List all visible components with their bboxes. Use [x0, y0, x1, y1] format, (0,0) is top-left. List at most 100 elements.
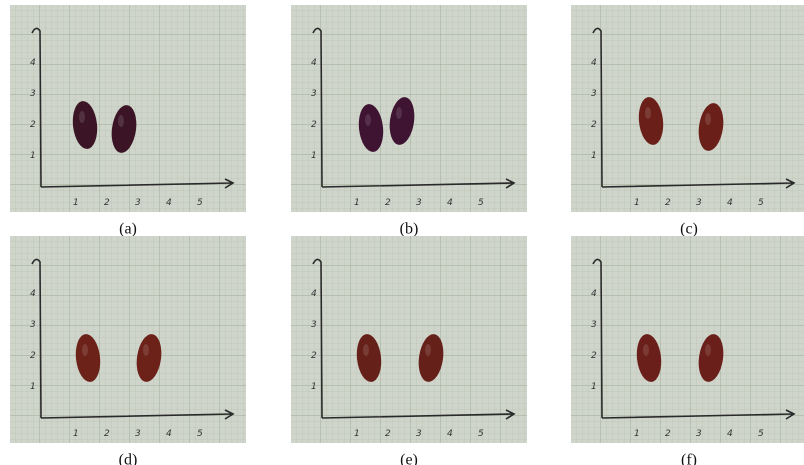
- graph-paper: [10, 236, 246, 443]
- y-axis-mark: 3: [30, 89, 36, 99]
- bean-highlight: [425, 344, 431, 356]
- y-axis: [31, 258, 42, 419]
- bean: [698, 334, 724, 382]
- bean-highlight: [79, 111, 85, 123]
- bean-highlight: [645, 107, 651, 119]
- graph-paper: [571, 236, 804, 443]
- y-axis-mark: 4: [30, 58, 36, 68]
- x-axis-mark: 2: [665, 198, 671, 208]
- x-axis-mark: 1: [634, 198, 640, 208]
- bean-highlight: [82, 344, 88, 356]
- x-axis: [40, 178, 235, 189]
- y-axis: [592, 258, 603, 419]
- x-axis-mark: 2: [104, 429, 110, 439]
- panel: 1 2 3 4 1 2 3 4 5: [571, 236, 804, 443]
- x-axis-mark: 1: [73, 198, 79, 208]
- x-axis-mark: 4: [727, 198, 733, 208]
- x-axis-mark: 3: [135, 429, 141, 439]
- x-axis: [601, 409, 796, 420]
- x-axis: [321, 178, 516, 189]
- x-axis-mark: 1: [634, 429, 640, 439]
- bean: [636, 334, 662, 382]
- bean: [356, 334, 382, 382]
- bean: [418, 334, 444, 382]
- bean: [698, 103, 724, 151]
- x-axis-mark: 1: [354, 198, 360, 208]
- x-axis-mark: 5: [478, 429, 484, 439]
- y-axis-mark: 1: [591, 382, 597, 392]
- panel: 1 2 3 4 1 2 3 4 5: [10, 236, 246, 443]
- y-axis-mark: 2: [311, 351, 317, 361]
- x-axis-mark: 1: [354, 429, 360, 439]
- y-axis: [31, 27, 42, 188]
- y-axis-mark: 3: [311, 320, 317, 330]
- x-axis-mark: 4: [447, 198, 453, 208]
- y-axis: [312, 258, 323, 419]
- bean-highlight: [705, 113, 711, 125]
- bean-highlight: [396, 107, 402, 119]
- x-axis-mark: 4: [447, 429, 453, 439]
- y-axis-mark: 3: [30, 320, 36, 330]
- x-axis-mark: 2: [104, 198, 110, 208]
- bean-highlight: [143, 344, 149, 356]
- x-axis-mark: 3: [416, 429, 422, 439]
- x-axis-mark: 3: [696, 429, 702, 439]
- bean: [75, 334, 101, 382]
- bean-highlight: [118, 115, 124, 127]
- bean: [358, 104, 384, 152]
- panel-caption: (c): [680, 221, 698, 238]
- panel: 1 2 3 4 1 2 3 4 5: [571, 5, 804, 212]
- y-axis-mark: 1: [311, 382, 317, 392]
- panel: 1 2 3 4 1 2 3 4 5: [291, 236, 527, 443]
- y-axis-mark: 2: [30, 120, 36, 130]
- y-axis: [592, 27, 603, 188]
- x-axis-mark: 5: [758, 198, 764, 208]
- x-axis-mark: 2: [385, 198, 391, 208]
- bean: [111, 105, 137, 153]
- x-axis-mark: 2: [665, 429, 671, 439]
- x-axis-mark: 5: [478, 198, 484, 208]
- panel: 1 2 3 4 1 2 3 4 5: [291, 5, 527, 212]
- x-axis-mark: 5: [758, 429, 764, 439]
- y-axis-mark: 2: [591, 351, 597, 361]
- graph-paper: [571, 5, 804, 212]
- bean-highlight: [365, 114, 371, 126]
- x-axis-mark: 5: [197, 429, 203, 439]
- panel-caption: (d): [119, 452, 138, 465]
- y-axis-mark: 2: [30, 351, 36, 361]
- y-axis-mark: 4: [591, 289, 597, 299]
- y-axis-mark: 3: [591, 89, 597, 99]
- x-axis-mark: 4: [727, 429, 733, 439]
- bean-highlight: [705, 344, 711, 356]
- y-axis-mark: 3: [311, 89, 317, 99]
- y-axis-mark: 1: [30, 151, 36, 161]
- x-axis: [40, 409, 235, 420]
- bean: [638, 97, 664, 145]
- x-axis-mark: 3: [135, 198, 141, 208]
- bean-highlight: [643, 344, 649, 356]
- x-axis: [601, 178, 796, 189]
- panel-caption: (b): [400, 221, 419, 238]
- y-axis-mark: 4: [311, 58, 317, 68]
- y-axis: [312, 27, 323, 188]
- y-axis-mark: 1: [311, 151, 317, 161]
- x-axis-mark: 5: [197, 198, 203, 208]
- panel-caption: (f): [681, 452, 697, 465]
- x-axis-mark: 3: [696, 198, 702, 208]
- x-axis-mark: 4: [166, 198, 172, 208]
- x-axis-mark: 1: [73, 429, 79, 439]
- graph-paper: [291, 236, 527, 443]
- x-axis-mark: 4: [166, 429, 172, 439]
- x-axis-mark: 2: [385, 429, 391, 439]
- panel: 1 2 3 4 1 2 3 4 5: [10, 5, 246, 212]
- y-axis-mark: 4: [311, 289, 317, 299]
- y-axis-mark: 2: [591, 120, 597, 130]
- y-axis-mark: 2: [311, 120, 317, 130]
- bean: [72, 101, 98, 149]
- y-axis-mark: 1: [30, 382, 36, 392]
- y-axis-mark: 3: [591, 320, 597, 330]
- panel-caption: (a): [119, 221, 137, 238]
- bean: [389, 97, 415, 145]
- y-axis-mark: 4: [30, 289, 36, 299]
